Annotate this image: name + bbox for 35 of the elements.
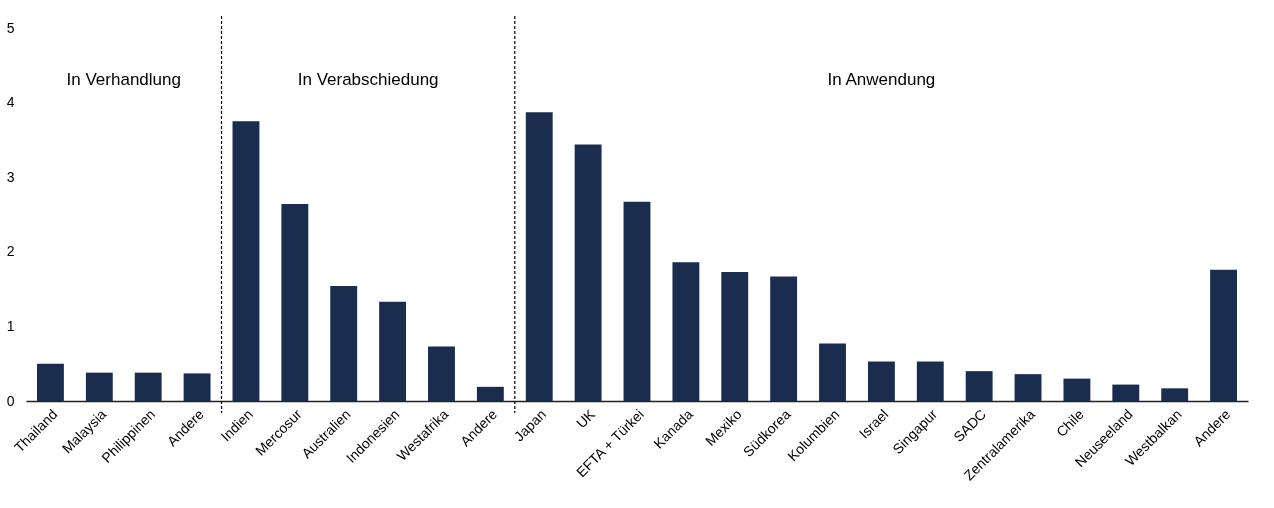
bar — [574, 144, 602, 401]
bar — [1112, 384, 1140, 401]
bar — [379, 301, 407, 401]
bar — [916, 361, 944, 401]
annotation: In Anwendung — [827, 70, 936, 89]
bar — [1161, 388, 1189, 401]
bar — [525, 112, 553, 401]
annotation: In Verabschiedung — [297, 70, 439, 89]
y-tick-label: 1 — [6, 317, 15, 334]
bar — [867, 361, 895, 401]
bar — [965, 371, 993, 401]
annotation: In Verhandlung — [66, 70, 181, 89]
y-tick-label: 5 — [6, 19, 15, 36]
bar — [183, 373, 211, 401]
bar — [134, 372, 162, 401]
bar — [232, 121, 260, 401]
bar — [1014, 374, 1042, 401]
bar — [476, 386, 504, 401]
y-tick-label: 3 — [6, 168, 15, 185]
bar — [1210, 269, 1237, 401]
x-tick-label: UK — [572, 405, 599, 432]
bar — [721, 271, 749, 401]
y-tick-label: 2 — [6, 243, 15, 260]
y-tick-label: 0 — [6, 392, 15, 409]
bar — [85, 372, 113, 401]
bar — [770, 276, 798, 401]
bar — [330, 286, 358, 401]
bar — [428, 346, 455, 401]
bar — [281, 204, 309, 401]
bar — [672, 262, 700, 401]
bar — [819, 343, 846, 401]
y-tick-label: 4 — [6, 94, 15, 111]
bar — [623, 201, 651, 401]
bar — [37, 363, 64, 401]
bar — [1063, 378, 1091, 401]
